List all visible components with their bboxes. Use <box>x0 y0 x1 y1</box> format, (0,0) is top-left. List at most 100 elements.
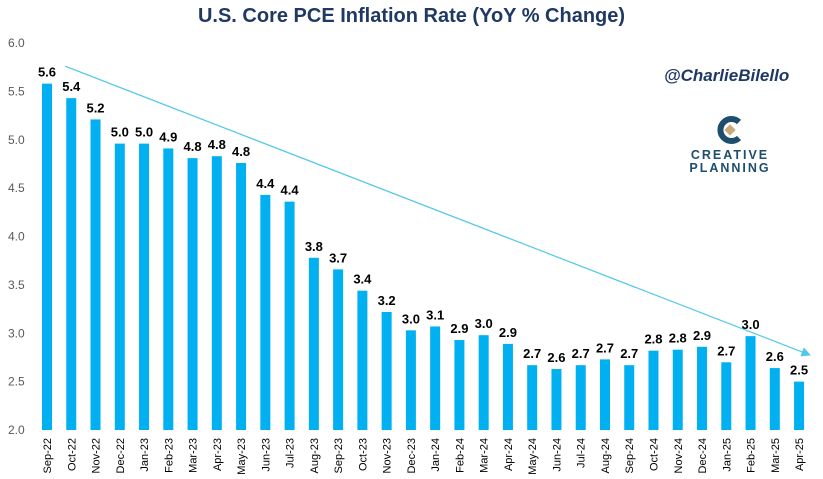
bar <box>211 156 222 430</box>
data-label: 5.0 <box>135 125 153 140</box>
x-tick-label: Mar-24 <box>479 438 491 473</box>
data-label: 3.4 <box>353 272 372 287</box>
bar <box>90 119 101 431</box>
y-tick-label: 4.5 <box>8 181 25 195</box>
bar <box>697 346 708 430</box>
logo-word-1: CREATIVE <box>690 148 770 162</box>
y-tick-label: 3.5 <box>8 278 25 292</box>
data-label: 2.6 <box>547 350 565 365</box>
x-tick-label: Jan-24 <box>430 438 442 472</box>
x-tick-label: Apr-25 <box>794 438 806 471</box>
data-label: 2.8 <box>644 332 662 347</box>
data-label: 5.2 <box>86 100 104 115</box>
bar <box>430 326 441 430</box>
data-label: 3.0 <box>475 316 493 331</box>
bar <box>66 98 77 431</box>
y-tick-label: 6.0 <box>8 36 25 50</box>
x-tick-label: Oct-24 <box>649 438 661 471</box>
x-tick-label: May-24 <box>527 438 539 475</box>
bar <box>260 194 271 430</box>
data-label: 4.9 <box>159 129 177 144</box>
logo-word-2: PLANNING <box>689 161 771 175</box>
y-tick-label: 2.0 <box>8 423 25 437</box>
data-label: 2.9 <box>450 321 468 336</box>
x-tick-label: Sep-24 <box>624 438 636 473</box>
data-label: 3.8 <box>305 239 323 254</box>
x-tick-label: Nov-24 <box>673 438 685 473</box>
y-tick-label: 4.0 <box>8 230 25 244</box>
bar <box>139 143 150 430</box>
x-tick-label: Sep-23 <box>333 438 345 473</box>
bar <box>551 369 562 430</box>
data-label: 2.9 <box>499 325 517 340</box>
x-tick-label: Mar-25 <box>770 438 782 473</box>
data-label: 4.8 <box>232 144 250 159</box>
x-tick-label: Jun-23 <box>260 438 272 472</box>
trend-arrow <box>64 65 812 357</box>
data-label: 2.7 <box>596 340 614 355</box>
data-label: 3.2 <box>378 293 396 308</box>
bar <box>454 340 465 430</box>
bar <box>308 257 319 430</box>
x-tick-label: Jan-23 <box>139 438 151 472</box>
data-label: 4.8 <box>208 137 226 152</box>
bar <box>672 349 683 430</box>
x-tick-label: Oct-23 <box>357 438 369 471</box>
data-label: 5.4 <box>62 79 81 94</box>
x-tick-label: Jul-24 <box>576 438 588 468</box>
x-tick-label: Sep-22 <box>42 438 54 473</box>
x-tick-label: Feb-24 <box>454 438 466 473</box>
y-tick-label: 5.0 <box>8 133 25 147</box>
data-label: 2.8 <box>669 331 687 346</box>
creative-planning-logo: CREATIVE PLANNING <box>680 115 780 175</box>
x-tick-label: Oct-22 <box>66 438 78 471</box>
data-label: 2.7 <box>620 346 638 361</box>
data-label: 5.0 <box>111 125 129 140</box>
x-tick-label: Nov-22 <box>91 438 103 473</box>
bar <box>357 290 368 430</box>
x-tick-label: Mar-23 <box>188 438 200 473</box>
x-tick-label: Jan-25 <box>721 438 733 472</box>
bar <box>575 365 586 430</box>
bar <box>333 269 344 430</box>
x-tick-label: Jul-23 <box>285 438 297 468</box>
bar <box>624 365 635 430</box>
x-tick-label: Jun-24 <box>551 438 563 472</box>
x-tick-label: Feb-25 <box>746 438 758 473</box>
data-label: 4.4 <box>256 176 275 191</box>
bar <box>794 381 805 430</box>
bar <box>769 368 780 430</box>
bar <box>236 162 247 430</box>
x-tick-label: Dec-22 <box>115 438 127 473</box>
logo-mark-icon <box>717 116 742 144</box>
y-tick-label: 2.5 <box>8 375 25 389</box>
x-tick-label: Aug-24 <box>600 438 612 473</box>
x-tick-label: Aug-23 <box>309 438 321 473</box>
data-label: 2.7 <box>572 346 590 361</box>
bar <box>114 143 125 430</box>
bar <box>478 335 489 430</box>
bar <box>502 343 513 430</box>
y-tick-label: 5.5 <box>8 84 25 98</box>
data-label: 4.8 <box>184 139 202 154</box>
data-label: 3.7 <box>329 250 347 265</box>
bar <box>648 350 659 430</box>
x-tick-label: May-23 <box>236 438 248 475</box>
data-label: 3.1 <box>426 307 444 322</box>
x-tick-label: Feb-23 <box>163 438 175 473</box>
data-label: 2.6 <box>766 349 784 364</box>
bar <box>527 365 538 430</box>
x-tick-label: Nov-23 <box>382 438 394 473</box>
x-tick-label: Apr-24 <box>503 438 515 471</box>
x-tick-label: Dec-24 <box>697 438 709 473</box>
data-label: 2.9 <box>693 328 711 343</box>
bar <box>381 311 392 430</box>
data-label: 2.5 <box>790 363 808 378</box>
data-label: 5.6 <box>38 65 56 80</box>
bar <box>599 359 610 430</box>
data-label: 4.4 <box>281 183 300 198</box>
author-handle: @CharlieBilello <box>664 66 790 85</box>
x-tick-label: Dec-23 <box>406 438 418 473</box>
data-label: 3.0 <box>742 317 760 332</box>
